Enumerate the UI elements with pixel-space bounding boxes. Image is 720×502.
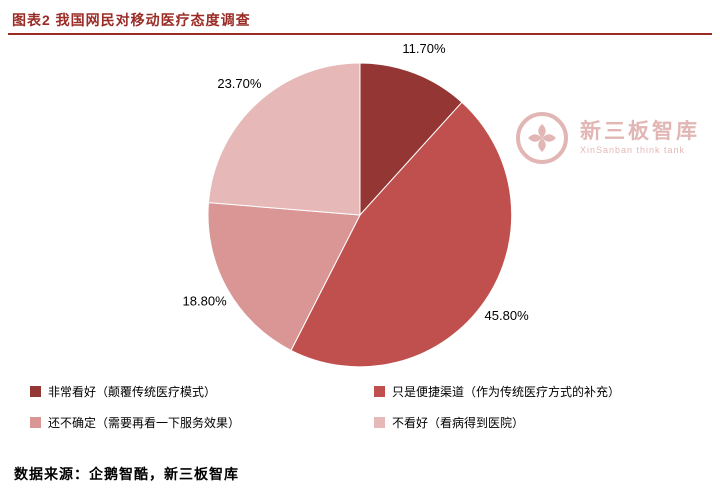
pie-percent-label-1: 11.70% (402, 41, 446, 56)
pie-slice-4 (207, 62, 361, 216)
legend-label-2: 只是便捷渠道（作为传统医疗方式的补充） (392, 385, 621, 399)
legend-swatch-1 (30, 386, 41, 397)
pie-percent-label-2: 45.80% (485, 308, 530, 323)
data-source: 数据来源：企鹅智酷，新三板智库 (14, 466, 239, 482)
legend-item-3: 还不确定（需要再看一下服务效果） (30, 414, 370, 431)
pie-slice-1 (359, 62, 463, 217)
legend-label-3: 还不确定（需要再看一下服务效果） (48, 416, 241, 430)
legend-label-4: 不看好（看病得到医院） (392, 416, 525, 430)
pie-chart: 11.70% 45.80% 18.80% 23.70% (183, 41, 530, 368)
legend-swatch-3 (30, 417, 41, 428)
pie-percent-label-4: 23.70% (217, 76, 262, 91)
page-title: 图表2 我国网民对移动医疗态度调查 (12, 12, 251, 28)
legend-item-2: 只是便捷渠道（作为传统医疗方式的补充） (374, 383, 692, 400)
legend: 非常看好（颠覆传统医疗模式） 只是便捷渠道（作为传统医疗方式的补充） 还不确定（需要… (30, 383, 692, 431)
pie-slice-3 (207, 202, 361, 352)
pie-percent-label-3: 18.80% (183, 294, 228, 309)
legend-swatch-2 (374, 386, 385, 397)
title-underline (8, 33, 712, 35)
legend-swatch-4 (374, 417, 385, 428)
legend-item-1: 非常看好（颠覆传统医疗模式） (30, 383, 370, 400)
legend-item-4: 不看好（看病得到医院） (374, 414, 692, 431)
legend-label-1: 非常看好（颠覆传统医疗模式） (48, 385, 217, 399)
pie-slice-2 (290, 101, 513, 368)
